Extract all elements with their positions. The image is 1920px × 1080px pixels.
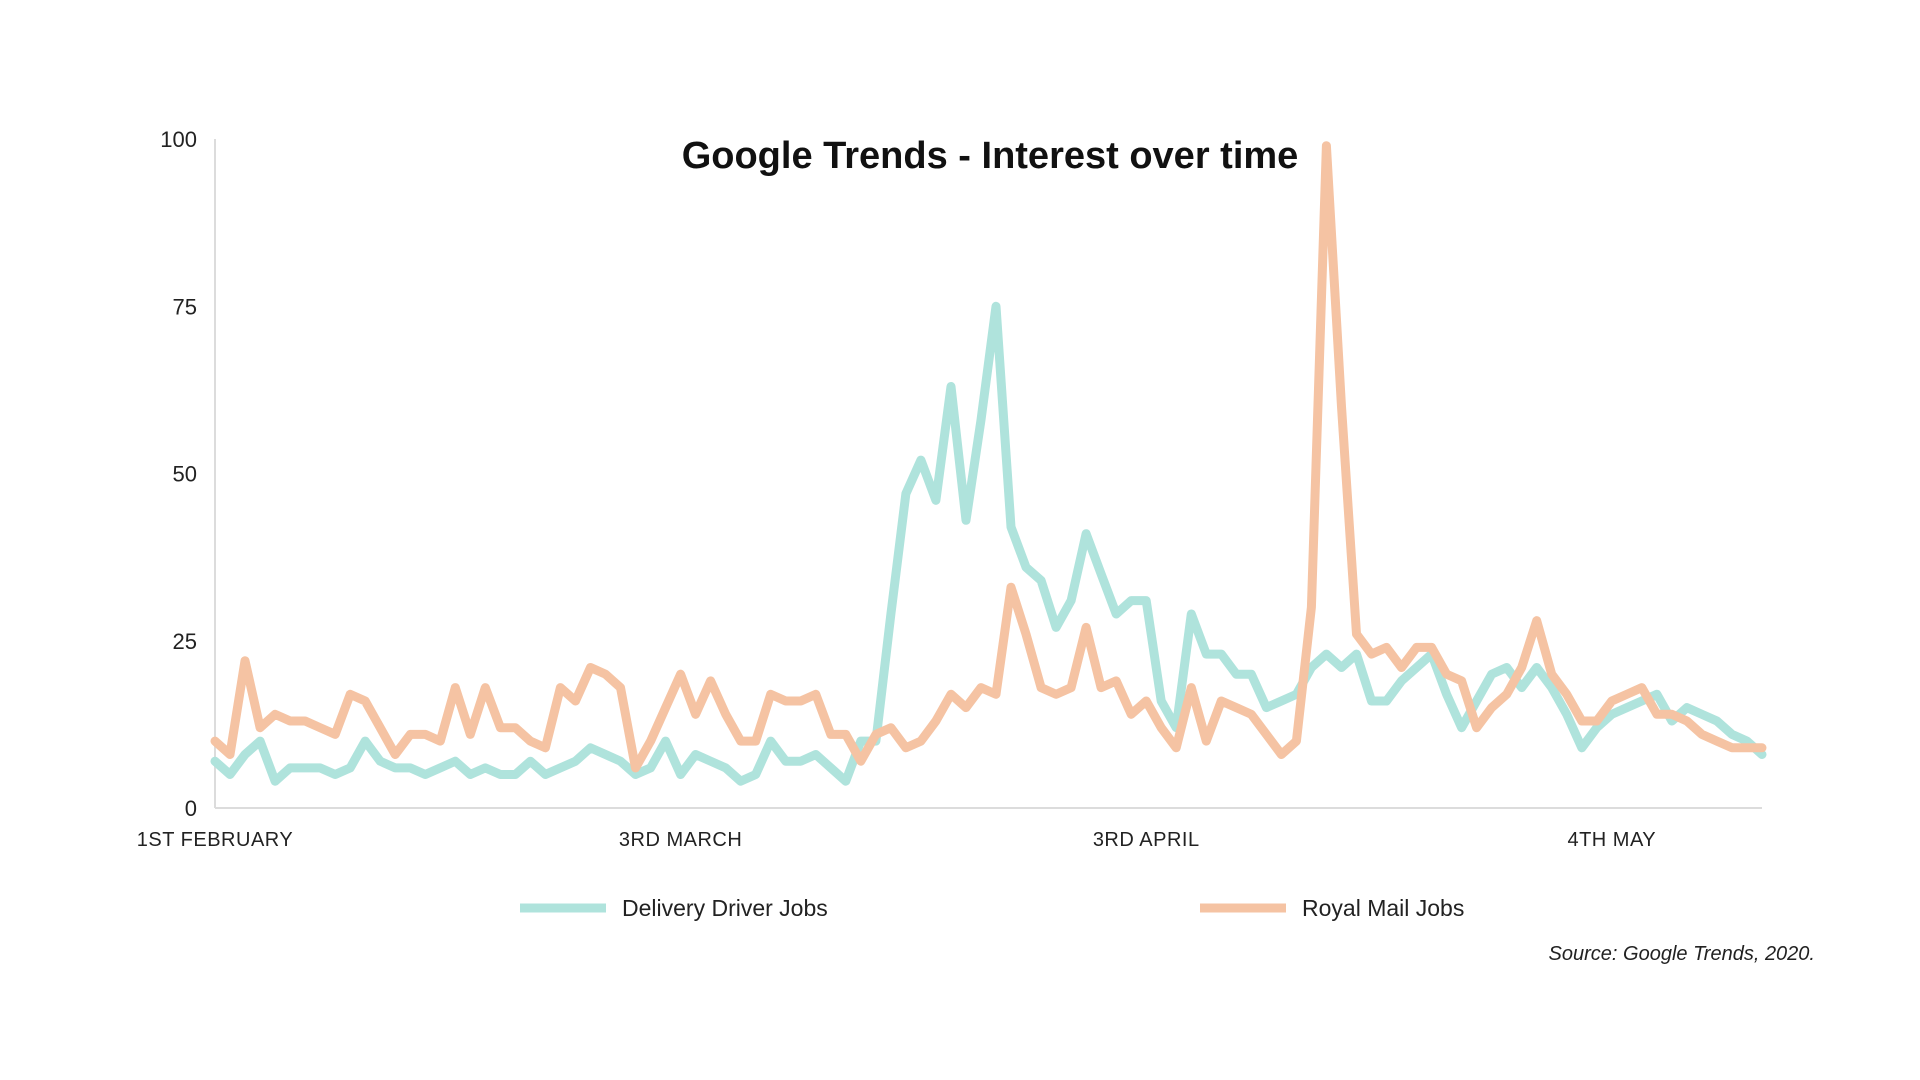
x-tick-label: 3RD MARCH xyxy=(619,829,742,851)
y-axis-ticks: 0 25 50 75 100 xyxy=(160,127,197,821)
series-line-royal-mail-jobs xyxy=(210,141,1767,773)
chart-axes xyxy=(214,139,1762,809)
x-tick-label: 3RD APRIL xyxy=(1093,829,1200,851)
y-tick-label: 0 xyxy=(185,796,197,821)
source-note: Source: Google Trends, 2020. xyxy=(1549,943,1815,965)
x-tick-label: 4TH MAY xyxy=(1567,829,1656,851)
x-tick-label: 1ST FEBRUARY xyxy=(137,829,293,851)
chart-title: Google Trends - Interest over time xyxy=(682,135,1299,177)
y-tick-label: 75 xyxy=(173,294,197,319)
legend-label: Royal Mail Jobs xyxy=(1302,895,1464,921)
series-layer xyxy=(210,141,1767,786)
y-tick-label: 100 xyxy=(160,127,197,152)
series-line-delivery-driver-jobs xyxy=(210,301,1767,786)
legend-label: Delivery Driver Jobs xyxy=(622,895,828,921)
x-axis-ticks: 1ST FEBRUARY 3RD MARCH 3RD APRIL 4TH MAY xyxy=(137,829,1656,851)
y-tick-label: 50 xyxy=(173,462,197,487)
chart-legend: Delivery Driver Jobs Royal Mail Jobs xyxy=(520,895,1464,921)
y-tick-label: 25 xyxy=(173,629,197,654)
